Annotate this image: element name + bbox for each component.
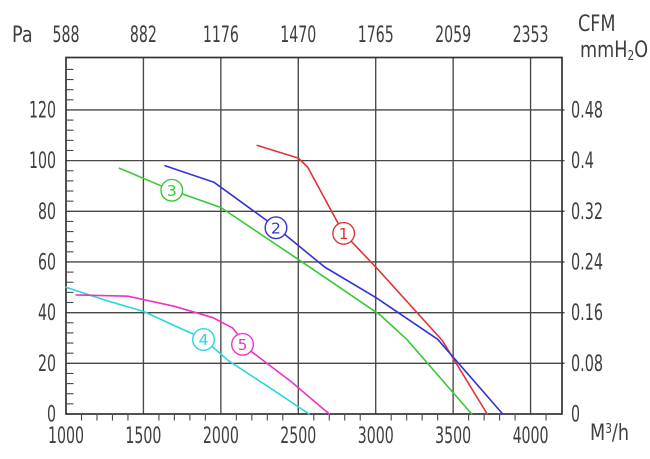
mmh2o-tick-label-0: 0 <box>571 403 580 428</box>
x-tick-label-4000: 4000 <box>513 424 549 449</box>
cfm-tick-label-2059: 2059 <box>435 23 471 48</box>
cfm-tick-label-2353: 2353 <box>513 23 549 48</box>
left-axis-unit-label: Pa <box>12 25 33 47</box>
x-tick-label-1500: 1500 <box>125 424 161 449</box>
series-marker-number-1: 1 <box>339 225 349 243</box>
curve-2 <box>164 164 504 415</box>
x-tick-label-1000: 1000 <box>48 424 84 449</box>
x-tick-label-2000: 2000 <box>203 424 239 449</box>
series-marker-circle-5 <box>231 332 255 356</box>
pa-tick-label-100: 100 <box>29 149 56 174</box>
pa-tick-label-0: 0 <box>47 403 56 428</box>
cfm-tick-label-588: 588 <box>53 23 80 48</box>
series-marker-number-2: 2 <box>271 219 281 237</box>
right-axis-unit-label: mmH2O <box>580 38 649 64</box>
top-axis-unit-label: CFM <box>578 14 616 36</box>
curve-5 <box>75 294 331 415</box>
mmh2o-tick-label-0.32: 0.32 <box>571 200 603 225</box>
mmh2o-tick-label-0.48: 0.48 <box>571 98 603 123</box>
mmh2o-tick-label-0.4: 0.4 <box>571 149 594 174</box>
mmh2o-tick-label-0.16: 0.16 <box>571 301 603 326</box>
pa-tick-label-80: 80 <box>38 200 56 225</box>
cfm-tick-label-1765: 1765 <box>358 23 394 48</box>
series-marker-number-5: 5 <box>238 336 248 354</box>
pa-tick-label-60: 60 <box>38 250 56 275</box>
x-tick-label-2500: 2500 <box>280 424 316 449</box>
mmh2o-tick-label-0.08: 0.08 <box>571 352 603 377</box>
series-marker-circle-2 <box>264 216 288 240</box>
series-marker-number-3: 3 <box>167 182 177 200</box>
cfm-unit-text: CFM <box>578 12 616 37</box>
x-tick-label-3500: 3500 <box>435 424 471 449</box>
bottom-axis-unit-label: M3/h <box>590 421 629 446</box>
cfm-tick-label-882: 882 <box>130 23 157 48</box>
pa-tick-label-20: 20 <box>38 352 56 377</box>
curve-3 <box>118 167 473 415</box>
pa-tick-label-120: 120 <box>29 98 56 123</box>
cfm-tick-label-1176: 1176 <box>203 23 239 48</box>
plot-frame <box>65 56 563 415</box>
series-marker-circle-1 <box>332 221 356 245</box>
series-marker-circle-3 <box>160 178 184 202</box>
series-marker-circle-4 <box>192 328 216 352</box>
series-marker-number-4: 4 <box>199 331 209 349</box>
cfm-tick-label-1470: 1470 <box>280 23 316 48</box>
pa-tick-label-40: 40 <box>38 301 56 326</box>
mmh2o-tick-label-0.24: 0.24 <box>571 250 603 275</box>
curve-4 <box>65 286 310 415</box>
pa-unit-text: Pa <box>12 23 33 48</box>
x-tick-label-3000: 3000 <box>358 424 394 449</box>
